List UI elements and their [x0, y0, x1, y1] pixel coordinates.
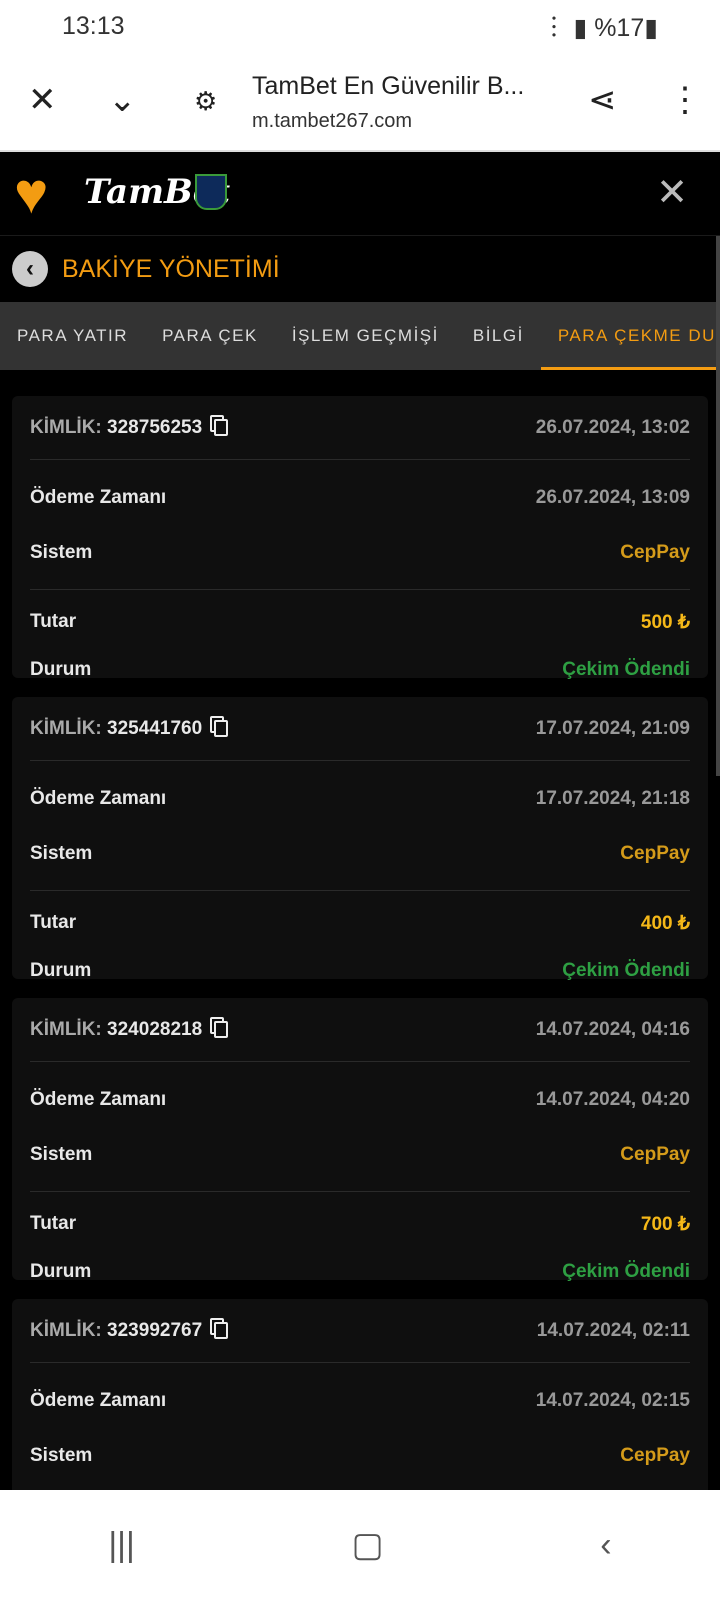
tab-history[interactable]: İŞLEM GEÇMİŞİ: [291, 326, 439, 345]
page-title[interactable]: TamBet En Güvenilir B...: [252, 72, 525, 100]
heart-logo-icon: ♥: [14, 161, 49, 226]
battery-level: %17: [594, 14, 645, 42]
system-value: CepPay: [620, 842, 690, 864]
transaction-id: 328756253: [107, 416, 203, 438]
scrollbar[interactable]: [716, 236, 720, 776]
more-icon[interactable]: ⋮: [668, 81, 702, 119]
tab-withdraw[interactable]: PARA ÇEK: [162, 326, 258, 345]
withdrawal-card: KİMLİK: 328756253 26.07.2024, 13:02 Ödeme…: [12, 396, 708, 680]
withdrawal-card: KİMLİK: 325441760 17.07.2024, 21:09 Ödeme…: [12, 697, 708, 981]
amount-row: Tutar 400 ₺: [30, 891, 690, 947]
status-row: Durum Çekim Ödendi: [30, 646, 690, 694]
tab-bar: PARA YATIR PARA ÇEK İŞLEM GEÇMİŞİ BİLGİ …: [0, 302, 720, 370]
page-header: ‹ BAKİYE YÖNETİMİ: [0, 236, 720, 302]
paid-label: Ödeme Zamanı: [30, 788, 167, 809]
tab-info[interactable]: BİLGİ: [472, 326, 524, 345]
withdrawal-list: KİMLİK: 328756253 26.07.2024, 13:02 Ödeme…: [0, 370, 720, 1581]
system-value: CepPay: [620, 1444, 690, 1466]
system-nav: ||| ▢ ‹: [0, 1490, 720, 1600]
card-header: KİMLİK: 325441760 17.07.2024, 21:09: [30, 697, 690, 761]
paid-row: Ödeme Zamanı 17.07.2024, 21:18: [30, 761, 690, 827]
system-label: Sistem: [30, 1143, 93, 1165]
withdrawal-card: KİMLİK: 324028218 14.07.2024, 04:16 Ödeme…: [12, 998, 708, 1282]
system-label: Sistem: [30, 541, 93, 563]
paid-label: Ödeme Zamanı: [30, 1390, 167, 1411]
url[interactable]: m.tambet267.com: [252, 110, 413, 132]
card-header: KİMLİK: 323992767 14.07.2024, 02:11: [30, 1299, 690, 1363]
paid-row: Ödeme Zamanı 14.07.2024, 02:15: [30, 1363, 690, 1429]
home-icon[interactable]: ▢: [351, 1526, 384, 1564]
transaction-id: 325441760: [107, 717, 203, 739]
status-label: Durum: [30, 960, 92, 981]
created-time: 14.07.2024, 02:11: [536, 1319, 690, 1341]
copy-icon[interactable]: [214, 1321, 229, 1339]
id-label: KİMLİK:: [30, 1319, 102, 1341]
site-settings-icon[interactable]: ⚙: [194, 86, 218, 116]
transaction-id: 324028218: [107, 1018, 203, 1040]
battery-icon: ▮: [644, 14, 658, 42]
chevron-down-icon[interactable]: ⌄: [108, 81, 137, 119]
system-label: Sistem: [30, 842, 93, 864]
id-label: KİMLİK:: [30, 717, 102, 739]
paid-time: 17.07.2024, 21:18: [535, 788, 690, 809]
back-icon[interactable]: ‹: [12, 251, 48, 287]
amount-label: Tutar: [30, 912, 77, 933]
system-row: Sistem CepPay: [30, 1128, 690, 1192]
amount-value: 500 ₺: [640, 611, 690, 633]
paid-row: Ödeme Zamanı 14.07.2024, 04:20: [30, 1062, 690, 1128]
system-value: CepPay: [620, 541, 690, 563]
status-badge: Çekim Ödendi: [562, 960, 690, 981]
close-icon[interactable]: ✕: [656, 172, 688, 214]
card-header: KİMLİK: 328756253 26.07.2024, 13:02: [30, 396, 690, 460]
section-title: BAKİYE YÖNETİMİ: [62, 254, 280, 283]
status-badge: Çekim Ödendi: [562, 1261, 690, 1282]
close-tab-icon[interactable]: ✕: [28, 81, 57, 119]
copy-icon[interactable]: [214, 719, 229, 737]
status-bar: 13:13 ︙ ▮ %17▮: [0, 0, 720, 52]
amount-row: Tutar 700 ₺: [30, 1192, 690, 1248]
signal-icon: ▮: [573, 14, 588, 42]
system-label: Sistem: [30, 1444, 93, 1466]
status-row: Durum Çekim Ödendi: [30, 1248, 690, 1296]
amount-value: 400 ₺: [640, 912, 690, 934]
status-row: Durum Çekim Ödendi: [30, 947, 690, 995]
system-value: CepPay: [620, 1143, 690, 1165]
recent-apps-icon[interactable]: |||: [108, 1525, 135, 1564]
status-icons: ︙ ▮ %17▮: [542, 8, 659, 44]
card-header: KİMLİK: 324028218 14.07.2024, 04:16: [30, 998, 690, 1062]
paid-time: 14.07.2024, 04:20: [535, 1089, 690, 1110]
system-row: Sistem CepPay: [30, 526, 690, 590]
id-label: KİMLİK:: [30, 1018, 102, 1040]
tab-withdraw-status[interactable]: PARA ÇEKME DURUMU: [540, 302, 720, 370]
system-row: Sistem CepPay: [30, 1429, 690, 1493]
transaction-id: 323992767: [107, 1319, 203, 1341]
paid-row: Ödeme Zamanı 26.07.2024, 13:09: [30, 460, 690, 526]
created-time: 17.07.2024, 21:09: [535, 717, 690, 739]
amount-row: Tutar 500 ₺: [30, 590, 690, 646]
paid-time: 26.07.2024, 13:09: [535, 487, 690, 508]
site-header: ♥ TamBet ✕: [0, 152, 720, 236]
share-icon[interactable]: ⋖: [588, 81, 617, 119]
amount-value: 700 ₺: [640, 1213, 690, 1235]
tab-deposit[interactable]: PARA YATIR: [17, 326, 129, 345]
browser-toolbar: ✕ ⌄ ⚙ TamBet En Güvenilir B... m.tambet2…: [0, 52, 720, 152]
paid-label: Ödeme Zamanı: [30, 487, 167, 508]
created-time: 14.07.2024, 04:16: [535, 1018, 690, 1040]
status-label: Durum: [30, 1261, 92, 1282]
status-label: Durum: [30, 659, 92, 680]
back-nav-icon[interactable]: ‹: [600, 1525, 612, 1564]
clock: 13:13: [62, 11, 125, 40]
status-badge: Çekim Ödendi: [562, 659, 690, 680]
paid-label: Ödeme Zamanı: [30, 1089, 167, 1110]
copy-icon[interactable]: [214, 418, 229, 436]
system-row: Sistem CepPay: [30, 827, 690, 891]
paid-time: 14.07.2024, 02:15: [535, 1390, 690, 1411]
amount-label: Tutar: [30, 1213, 77, 1234]
amount-label: Tutar: [30, 611, 77, 632]
copy-icon[interactable]: [214, 1020, 229, 1038]
wifi-icon: ︙: [541, 14, 567, 42]
created-time: 26.07.2024, 13:02: [535, 416, 690, 438]
id-label: KİMLİK:: [30, 416, 102, 438]
license-badge-icon: [195, 174, 227, 210]
